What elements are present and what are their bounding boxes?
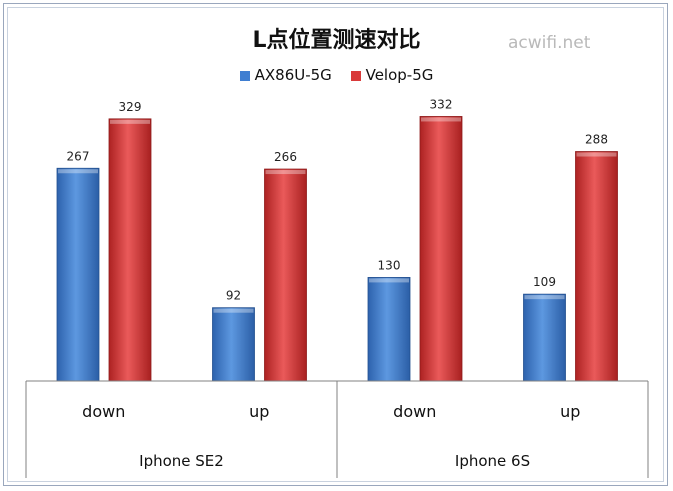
- legend: AX86U-5G Velop-5G: [0, 66, 673, 84]
- value-label-ax86u-1: 92: [226, 289, 241, 303]
- plot-area: 267 329 92 266 130 332 109 288 down up down up Iphon…: [25, 97, 649, 478]
- legend-swatch-ax86u: [239, 71, 250, 81]
- bar-velop-3: [575, 151, 618, 382]
- bar-velop-2: [419, 116, 463, 382]
- bar-ax86u-3: [523, 293, 566, 382]
- bar-highlight-0-2: [369, 278, 409, 283]
- bar-highlight-1-1: [265, 170, 306, 175]
- bar-highlight-1-0: [110, 119, 150, 124]
- bar-highlight-0-0: [58, 169, 98, 174]
- watermark: acwifi.net: [508, 33, 591, 53]
- category-label-1: up: [249, 402, 269, 421]
- value-label-velop-0: 329: [119, 100, 142, 114]
- bar-velop-1: [264, 168, 307, 382]
- category-label-3: up: [560, 402, 580, 421]
- value-label-ax86u-0: 267: [67, 149, 90, 163]
- legend-item-ax86u: AX86U-5G: [239, 66, 332, 84]
- category-label-2: down: [393, 402, 436, 421]
- bar-ax86u-2: [367, 277, 411, 382]
- bar-highlight-0-3: [524, 295, 565, 300]
- chart-title: L点位置测速对比: [252, 28, 421, 53]
- group-label-1: Iphone 6S: [455, 452, 530, 470]
- group-label-0: Iphone SE2: [139, 452, 224, 470]
- value-label-velop-1: 266: [274, 150, 297, 164]
- value-label-ax86u-3: 109: [533, 275, 556, 289]
- value-label-velop-2: 332: [430, 97, 453, 111]
- bar-ax86u-0: [56, 167, 100, 382]
- legend-label-velop: Velop-5G: [365, 66, 434, 84]
- category-label-0: down: [82, 402, 125, 421]
- legend-swatch-velop: [350, 71, 361, 81]
- value-label-velop-3: 288: [585, 133, 608, 147]
- bar-highlight-1-2: [421, 117, 461, 122]
- bar-highlight-1-3: [576, 152, 617, 157]
- legend-item-velop: Velop-5G: [350, 66, 434, 84]
- value-label-ax86u-2: 130: [378, 258, 401, 272]
- bar-velop-0: [108, 118, 152, 382]
- bar-highlight-0-1: [213, 308, 254, 313]
- legend-label-ax86u: AX86U-5G: [254, 66, 332, 84]
- bar-ax86u-1: [212, 307, 255, 382]
